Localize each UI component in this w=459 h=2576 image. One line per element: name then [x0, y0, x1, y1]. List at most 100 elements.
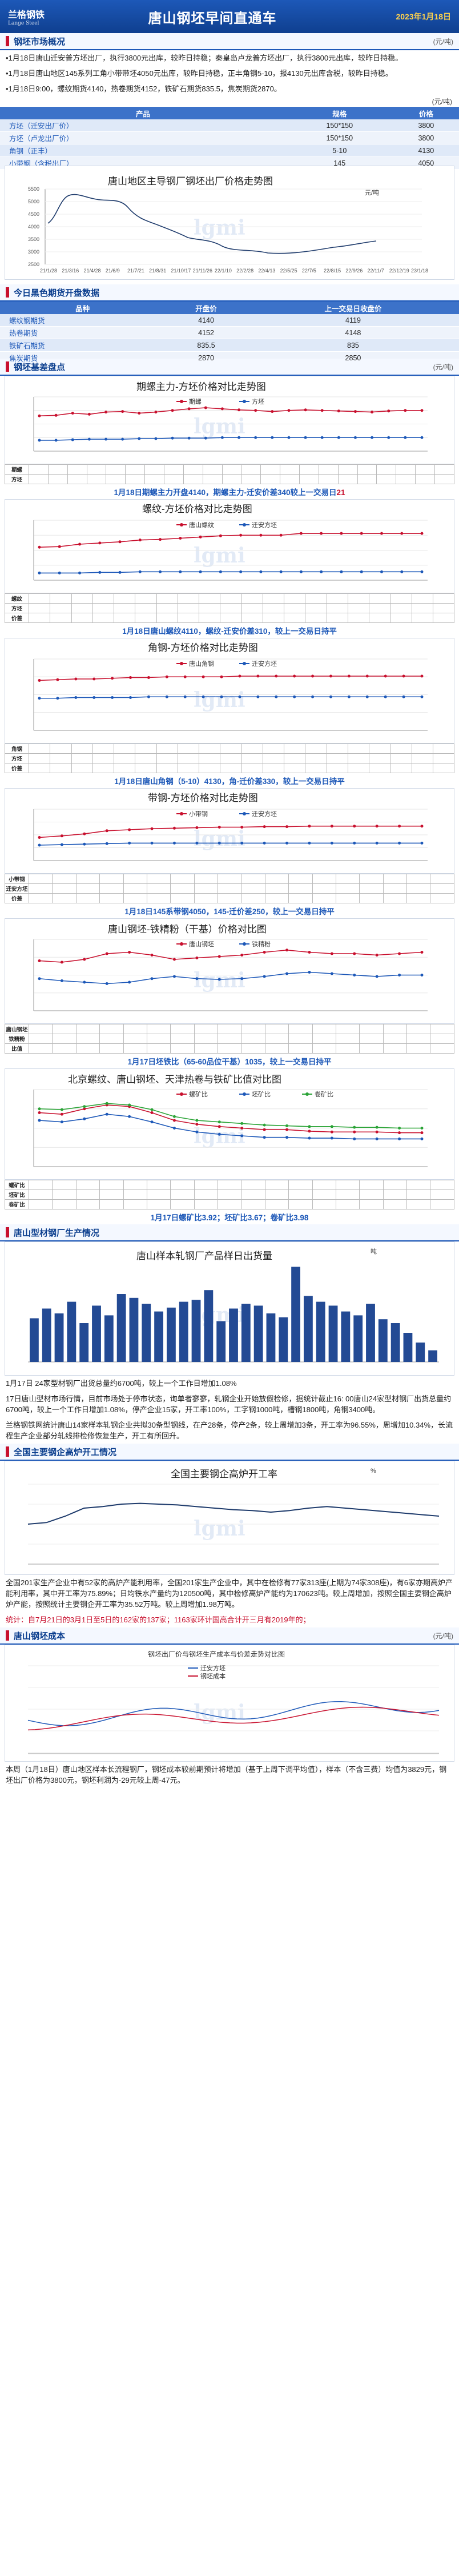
- y-tick-label: 5000: [28, 199, 39, 204]
- svg-text:lgmi: lgmi: [194, 216, 245, 240]
- svg-text:北京螺纹、唐山钢坯、天津热卷与铁矿比值对比图: 北京螺纹、唐山钢坯、天津热卷与铁矿比值对比图: [68, 1074, 281, 1086]
- row-label: 期螺: [5, 464, 29, 475]
- futures-table: 品种 开盘价 上一交易日收盘价 螺纹钢期货 4140 4119 热卷期货 4152 4148…: [0, 302, 459, 364]
- svg-text:lgmi: lgmi: [194, 688, 245, 712]
- x-tick-label: 21/3/16: [62, 268, 79, 274]
- section-title: 唐山钢坯成本 (元/吨): [0, 1627, 459, 1645]
- legend-label: 卷矿比: [315, 1090, 333, 1098]
- blast-furnace-note: 全国201家生产企业中有52家的高炉产能利用率，全国201家生产企业中，其中在检…: [6, 1578, 453, 1609]
- x-tick-label: 22/1/10: [215, 268, 232, 274]
- svg-text:期螺主力-方坯价格对比走势图: 期螺主力-方坯价格对比走势图: [136, 381, 266, 393]
- blast-furnace-chart: lgmi 全国主要钢企高炉开工率 %: [5, 1461, 454, 1575]
- billet-price-trend-chart: lgmi 唐山地区主导钢厂钢坯出厂价格走势图 元/吨 5500 5000 4500 4…: [5, 166, 454, 280]
- y-tick-label: 5500: [28, 186, 39, 192]
- legend-label: 期螺: [189, 398, 202, 405]
- row-label: 方坯: [5, 603, 29, 613]
- section-title: 钢坯市场概况 (元/吨): [0, 33, 459, 50]
- x-tick-label: 21/11/26: [193, 268, 212, 274]
- production-note-1: 1月17日 24家型材钢厂出货总量约6700吨，较上一个工作日增加1.08%: [6, 1379, 237, 1388]
- legend-label: 迁安方坯: [252, 810, 277, 818]
- blast-furnace-highlight: 统计：自7月21日的3月1日至5日的162家的137家；1163家环计国高合计开…: [6, 1615, 311, 1624]
- chart-caption: 1月17日螺矿比3.92；坯矿比3.67；卷矿比3.98: [150, 1213, 309, 1222]
- svg-text:带钢-方坯价格对比走势图: 带钢-方坯价格对比走势图: [148, 793, 258, 804]
- production-note-2: 17日唐山型材市场行情，目前市场处于停市状态，询单者寥寥，轧钢企业开始放假检修，…: [6, 1395, 452, 1414]
- chart-caption: 1月18日唐山角钢（5-10）4130，角-迁价差330，较上一交易日持平: [114, 777, 345, 786]
- x-tick-label: 22/11/7: [368, 268, 384, 274]
- legend-label: 方坯: [252, 397, 264, 405]
- x-tick-label: 21/1/28: [40, 268, 57, 274]
- overview-text-2: •1月18日唐山地区145系列工角小带带坯4050元出库，较昨日持稳，正丰角钢5…: [6, 69, 393, 78]
- svg-text:角钢-方坯价格对比走势图: 角钢-方坯价格对比走势图: [148, 642, 258, 654]
- row-label: 价差: [5, 613, 29, 623]
- table-row: 热卷期货 4152 4148: [0, 326, 459, 339]
- futures-billet-chart: lgmi 期螺主力-方坯价格对比走势图 期螺 方坯: [5, 376, 454, 464]
- market-overview-section: 钢坯市场概况 (元/吨) •1月18日唐山迁安普方坯出厂，执行3800元出库，较昨…: [0, 33, 459, 170]
- x-tick-label: 22/4/13: [258, 268, 275, 274]
- table-row: 方坯（卢龙出厂价） 150*150 3800: [0, 131, 459, 144]
- section-title: 今日黑色期货开盘数据: [0, 284, 459, 302]
- x-tick-label: 23/1/18: [411, 268, 428, 274]
- x-tick-label: 21/8/31: [149, 268, 166, 274]
- svg-text:lgmi: lgmi: [194, 827, 245, 851]
- y-tick-label: 3000: [28, 249, 39, 255]
- legend-label: 唐山钢坯: [189, 940, 214, 948]
- row-label: 唐山钢坯: [5, 1024, 29, 1034]
- row-label: 坯矿比: [5, 1189, 29, 1200]
- x-tick-label: 22/5/25: [280, 268, 297, 274]
- brand-logo: 兰格钢铁 Lange Steel: [8, 9, 45, 26]
- row-label: 价差: [5, 893, 29, 903]
- legend-label: 迁安方坯: [252, 660, 277, 668]
- x-tick-label: 21/7/21: [127, 268, 144, 274]
- cost-section: 唐山钢坯成本 (元/吨) lgmi 钢坯出厂价与钢坯生产成本与价差走势对比图 迁安…: [0, 1627, 459, 1788]
- angle-billet-table: 角钢 方坯 价差: [5, 744, 455, 773]
- row-label: 螺矿比: [5, 1180, 29, 1190]
- table-row: 方坯（迁安出厂价） 150*150 3800: [0, 119, 459, 132]
- x-tick-label: 21/10/17: [171, 268, 191, 274]
- row-label: 角钢: [5, 744, 29, 754]
- chart-caption: 1月18日145系带钢4050，145-迁价差250，较上一交易日持平: [124, 907, 335, 916]
- chart-caption: 1月18日期螺主力开盘4140，期螺主力-迁安价差340较上一交易日21: [114, 488, 345, 497]
- legend-label: 迁安方坯: [200, 1664, 226, 1672]
- strip-billet-table: 小带钢 迁安方坯 价差: [5, 874, 454, 903]
- legend-label: 铁精粉: [252, 941, 271, 948]
- row-label: 小带钢: [5, 874, 29, 884]
- x-tick-label: 22/7/5: [302, 268, 316, 274]
- legend-label: 坯矿比: [252, 1091, 271, 1098]
- ore-ratio-chart: lgmi 北京螺纹、唐山钢坯、天津热卷与铁矿比值对比图 螺矿比 坯矿比 卷矿比: [5, 1068, 454, 1180]
- row-label: 卷矿比: [5, 1199, 29, 1209]
- x-tick-label: 21/6/9: [106, 268, 120, 274]
- chart-legend: 元/吨: [365, 189, 379, 196]
- rebar-billet-table: 螺纹 方坯 价差: [5, 593, 455, 623]
- row-label: 价差: [5, 763, 29, 773]
- table-row: 角钢（正丰） 5-10 4130: [0, 144, 459, 157]
- table-row: 螺纹钢期货 4140 4119: [0, 314, 459, 327]
- ore-ratio-table: 螺矿比 坯矿比 卷矿比: [5, 1180, 454, 1209]
- table-row: 铁矿石期货 835.5 835: [0, 339, 459, 352]
- cost-chart: lgmi 钢坯出厂价与钢坯生产成本与价差走势对比图 迁安方坯 钢坯成本: [5, 1645, 454, 1762]
- row-label: 方坯: [5, 474, 29, 484]
- page-title: 唐山钢坯早间直通车: [148, 9, 277, 26]
- price-table: 产品 规格 价格 方坯（迁安出厂价） 150*150 3800 方坯（卢龙出厂价） 150…: [0, 107, 459, 170]
- x-tick-label: 22/2/28: [236, 268, 253, 274]
- x-tick-label: 22/8/15: [324, 268, 341, 274]
- y-tick-label: 2500: [28, 262, 39, 267]
- svg-text:唐山样本轧钢厂产品样日出货量: 唐山样本轧钢厂产品样日出货量: [136, 1250, 272, 1262]
- y-tick-label: 4500: [28, 211, 39, 217]
- basis-section: 钢坯基差盘点 (元/吨) lgmi 期螺主力-方坯价格对比走势图 期螺 方坯 期螺方…: [0, 359, 459, 1224]
- production-note-3: 兰格钢铁网统计唐山14家样本轧钢企业共拟30条型钢线，在产28条，停产2条，较上…: [6, 1421, 453, 1440]
- svg-text:lgmi: lgmi: [194, 544, 245, 568]
- billet-ore-table: 唐山钢坯 铁精粉 比值: [5, 1024, 454, 1054]
- report-date: 2023年1月18日: [396, 12, 451, 21]
- unit-label: (元/吨): [432, 98, 452, 106]
- overview-text-1: •1月18日唐山迁安普方坯出厂，执行3800元出库，较昨日持稳；秦皇岛卢龙普方坯…: [6, 54, 403, 62]
- section-title: 钢坯基差盘点 (元/吨): [0, 359, 459, 376]
- svg-text:唐山钢坯-铁精粉（干基）价格对比图: 唐山钢坯-铁精粉（干基）价格对比图: [108, 923, 267, 935]
- legend-label: 钢坯成本: [200, 1672, 226, 1680]
- section-title: 全国主要钢企高炉开工情况: [0, 1444, 459, 1461]
- legend-label: 唐山螺纹: [189, 521, 214, 529]
- futures-section: 今日黑色期货开盘数据 品种 开盘价 上一交易日收盘价 螺纹钢期货 4140 4119 热…: [0, 284, 459, 364]
- svg-text:钢坯出厂价与钢坯生产成本与价差走势对比图: 钢坯出厂价与钢坯生产成本与价差走势对比图: [148, 1650, 285, 1658]
- svg-text:lgmi: lgmi: [194, 1701, 245, 1725]
- row-label: 比值: [5, 1043, 29, 1054]
- angle-billet-chart: lgmi 角钢-方坯价格对比走势图 唐山角钢 迁安方坯: [5, 638, 454, 744]
